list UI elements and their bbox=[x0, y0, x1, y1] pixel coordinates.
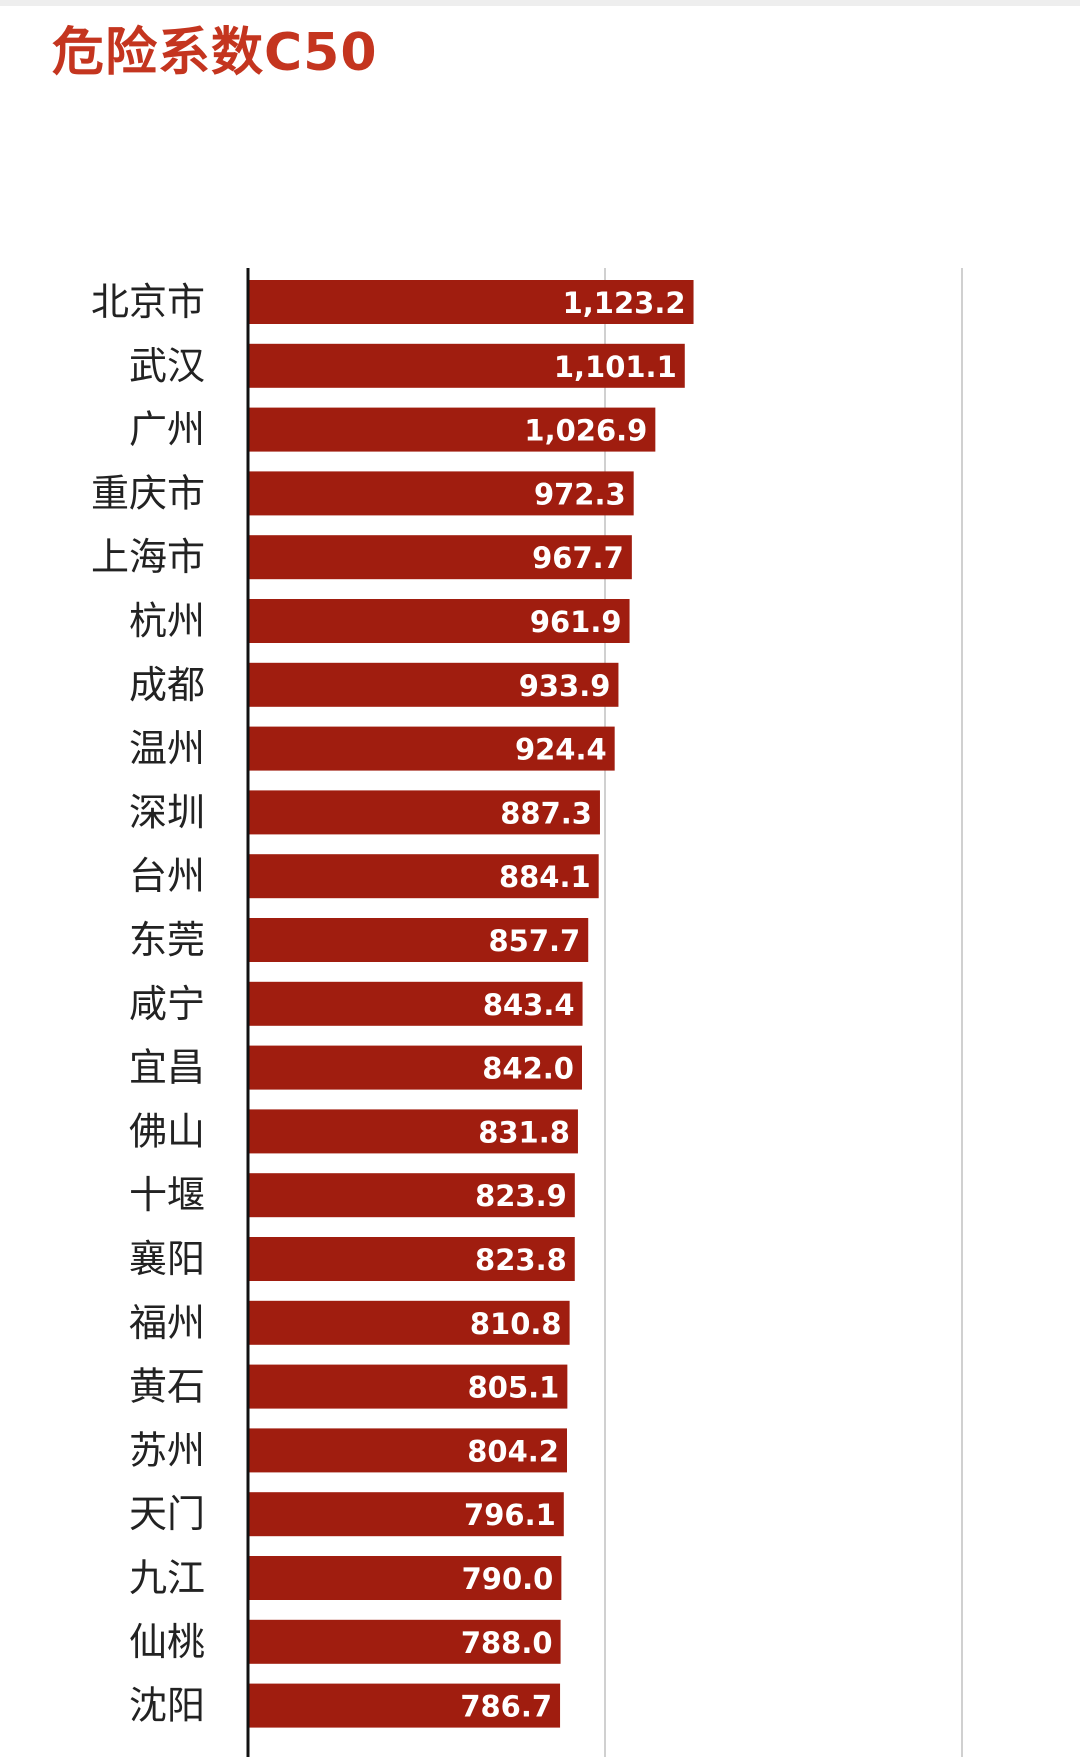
category-label: 襄阳 bbox=[129, 1237, 205, 1281]
top-divider bbox=[0, 0, 1080, 6]
data-label: 790.0 bbox=[462, 1562, 554, 1596]
bar bbox=[248, 726, 615, 771]
data-label: 804.2 bbox=[467, 1434, 559, 1468]
bar bbox=[248, 1109, 578, 1154]
data-label: 842.0 bbox=[482, 1052, 574, 1086]
bar bbox=[248, 1364, 568, 1409]
data-label: 924.4 bbox=[515, 733, 607, 767]
bar bbox=[248, 1237, 575, 1281]
bar bbox=[248, 343, 685, 388]
bar bbox=[248, 599, 630, 643]
category-label: 广州 bbox=[129, 408, 205, 452]
data-label: 884.1 bbox=[499, 860, 591, 894]
category-label: 东莞 bbox=[129, 918, 205, 962]
category-label: 仙桃 bbox=[129, 1620, 205, 1664]
category-label: 上海市 bbox=[91, 535, 205, 579]
bar bbox=[248, 535, 632, 580]
bar bbox=[248, 1492, 564, 1537]
bar bbox=[248, 471, 634, 516]
bar bbox=[248, 1300, 570, 1345]
bar bbox=[248, 981, 583, 1026]
category-label: 佛山 bbox=[129, 1109, 205, 1153]
data-label: 1,101.1 bbox=[554, 350, 677, 384]
category-label: 台州 bbox=[129, 854, 205, 898]
data-label: 933.9 bbox=[519, 669, 611, 703]
data-label: 786.7 bbox=[460, 1690, 552, 1724]
category-label: 十堰 bbox=[129, 1173, 205, 1217]
category-label: 咸宁 bbox=[129, 982, 205, 1026]
data-label: 967.7 bbox=[532, 541, 624, 575]
category-label: 黄石 bbox=[129, 1365, 205, 1409]
bar bbox=[248, 790, 600, 835]
data-label: 796.1 bbox=[464, 1498, 556, 1532]
data-label: 887.3 bbox=[500, 796, 592, 830]
category-label: 福州 bbox=[129, 1301, 205, 1345]
bar bbox=[248, 1619, 561, 1664]
category-label: 宜昌 bbox=[129, 1046, 205, 1090]
category-label: 九江 bbox=[129, 1556, 205, 1600]
data-label: 843.4 bbox=[483, 988, 575, 1022]
data-label: 1,123.2 bbox=[563, 286, 686, 320]
data-label: 810.8 bbox=[470, 1307, 562, 1341]
data-label: 857.7 bbox=[488, 924, 580, 958]
category-label: 温州 bbox=[129, 727, 205, 771]
data-label: 961.9 bbox=[530, 605, 622, 639]
category-label: 武汉 bbox=[129, 344, 205, 388]
data-label: 972.3 bbox=[534, 477, 626, 511]
category-label: 深圳 bbox=[129, 790, 205, 834]
data-label: 823.8 bbox=[475, 1243, 567, 1277]
bar bbox=[248, 662, 619, 707]
category-label: 苏州 bbox=[129, 1428, 205, 1472]
bar bbox=[248, 1173, 575, 1218]
bar bbox=[248, 1683, 561, 1728]
bar bbox=[248, 854, 599, 899]
category-label: 天门 bbox=[129, 1492, 205, 1536]
bar bbox=[248, 1556, 562, 1600]
bar bbox=[248, 407, 656, 452]
data-label: 788.0 bbox=[461, 1626, 553, 1660]
category-label: 杭州 bbox=[129, 599, 205, 643]
data-label: 831.8 bbox=[478, 1115, 570, 1149]
data-label: 805.1 bbox=[468, 1371, 560, 1405]
bar bbox=[248, 1045, 582, 1090]
category-label: 北京市 bbox=[91, 280, 205, 324]
data-label: 1,026.9 bbox=[524, 414, 647, 448]
bar bbox=[248, 280, 694, 324]
category-label: 沈阳 bbox=[129, 1684, 205, 1728]
bar bbox=[248, 1428, 567, 1473]
bar bbox=[248, 918, 589, 962]
category-label: 成都 bbox=[129, 663, 205, 707]
data-label: 823.9 bbox=[475, 1179, 567, 1213]
chart-title: 危险系数C50 bbox=[52, 23, 378, 83]
category-label: 重庆市 bbox=[91, 471, 205, 515]
